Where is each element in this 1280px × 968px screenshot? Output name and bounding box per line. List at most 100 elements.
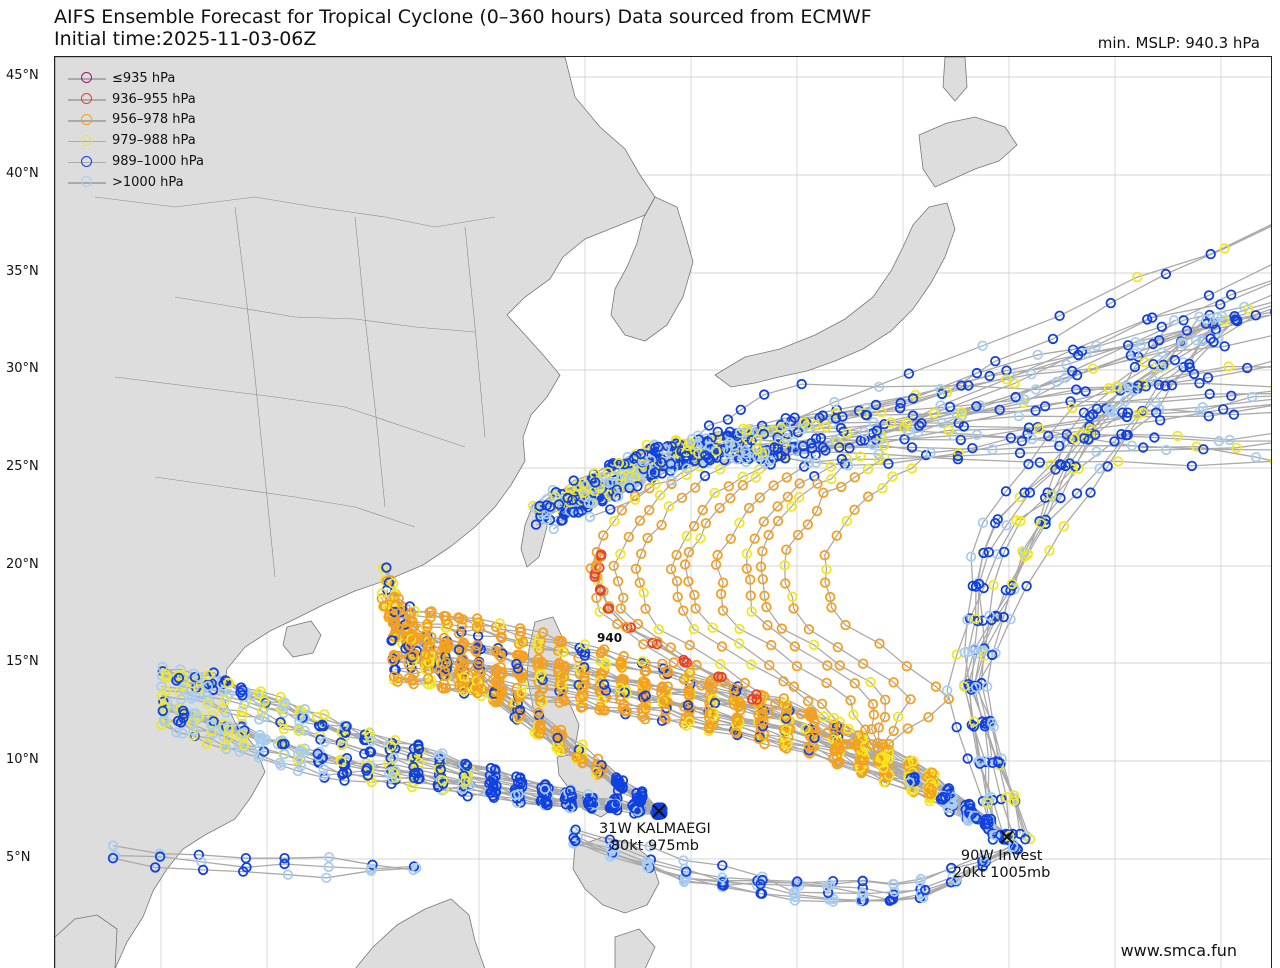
track-point-marker: [411, 862, 422, 874]
track-point-marker: [993, 756, 1004, 768]
track-point-marker: [883, 738, 895, 750]
track-point-marker: [1131, 271, 1143, 283]
track-point-marker: [279, 858, 290, 870]
track-point-marker: [852, 740, 864, 751]
track-point-marker: [925, 447, 936, 459]
track-point-marker: [341, 721, 352, 732]
track-point-marker: [620, 621, 632, 633]
track-point-marker: [1190, 335, 1202, 346]
track-point-marker: [1046, 490, 1057, 501]
track-point-marker: [781, 432, 792, 444]
track-point-marker: [171, 727, 182, 738]
track-point-marker: [753, 733, 764, 745]
track-point-marker: [994, 404, 1005, 416]
track-point-marker: [340, 727, 351, 739]
track-point-marker: [906, 463, 917, 474]
track-point-marker: [825, 591, 836, 603]
track-point-marker: [749, 533, 760, 544]
track-point-marker: [914, 876, 926, 887]
track-point-marker: [987, 444, 998, 455]
track-point-marker: [276, 719, 288, 730]
track-point-marker: [731, 727, 742, 739]
track-point-marker: [735, 404, 747, 416]
track-point-marker: [796, 378, 807, 390]
track-point-marker: [1159, 380, 1171, 392]
track-point-marker: [598, 530, 609, 541]
track-point-marker: [603, 603, 615, 614]
land-hainan: [282, 620, 322, 658]
track-point-marker: [406, 781, 418, 793]
track-point-marker: [1071, 488, 1083, 499]
legend-label: ≤935 hPa: [112, 70, 176, 86]
track-point-marker: [177, 683, 189, 695]
track-point-marker: [441, 643, 453, 654]
track-point-marker: [639, 714, 651, 725]
track-point-marker: [928, 408, 940, 419]
track-point-marker: [788, 681, 800, 692]
track-point-marker: [867, 698, 879, 710]
track-point-marker: [1158, 359, 1169, 371]
map-canvas[interactable]: [55, 57, 1272, 968]
track-point-marker: [935, 383, 946, 395]
track-point-marker: [578, 478, 589, 489]
track-point-marker: [1135, 339, 1147, 351]
track-point-marker: [613, 457, 625, 469]
track-point-marker: [761, 601, 772, 613]
track-point-marker: [1010, 391, 1021, 403]
track-point-marker: [1065, 396, 1076, 407]
track-point-marker: [923, 712, 934, 723]
track-point-marker: [642, 532, 653, 544]
track-point-marker: [387, 617, 399, 629]
track-point-marker: [757, 546, 768, 557]
track-point-marker: [1140, 381, 1152, 392]
track-point-marker: [279, 697, 291, 709]
track-point-marker: [1137, 378, 1149, 390]
track-point-marker: [1149, 432, 1160, 443]
track-point-marker: [741, 433, 752, 444]
track-point-marker: [1129, 348, 1140, 359]
latitude-label: 10°N: [6, 752, 39, 767]
track-point-marker: [577, 682, 588, 693]
track-point-marker: [735, 427, 746, 438]
track-point-marker: [278, 723, 290, 735]
track-point-marker: [1023, 422, 1035, 433]
map-panel[interactable]: 940 31W KALMAEGI 80kt 975mb 90W Invest 2…: [54, 56, 1272, 968]
ensemble-track-line: [114, 854, 415, 870]
track-point-marker: [996, 794, 1007, 805]
land-mindanao: [572, 836, 660, 914]
track-point-marker: [629, 490, 641, 502]
track-point-marker: [596, 695, 607, 706]
track-point-marker: [696, 680, 707, 691]
track-point-marker: [716, 641, 728, 652]
track-point-marker: [868, 417, 879, 428]
track-point-marker: [927, 767, 938, 779]
track-point-marker: [656, 682, 667, 694]
track-point-marker: [803, 457, 815, 469]
track-point-marker: [858, 408, 869, 419]
track-point-marker: [987, 757, 998, 769]
track-point-marker: [584, 511, 596, 523]
track-point-marker: [856, 755, 867, 767]
track-point-marker: [842, 460, 854, 471]
track-point-marker: [612, 576, 624, 587]
track-point-marker: [1146, 312, 1158, 323]
track-point-marker: [697, 504, 708, 516]
track-point-marker: [189, 672, 201, 683]
track-point-marker: [874, 454, 885, 465]
track-point-marker: [1184, 358, 1195, 370]
track-point-marker: [716, 444, 727, 455]
track-point-marker: [260, 734, 271, 745]
track-point-marker: [609, 799, 621, 810]
track-point-marker: [659, 443, 671, 455]
track-point-marker: [376, 588, 388, 599]
track-point-marker: [491, 663, 502, 675]
track-point-marker: [906, 442, 918, 453]
track-point-marker: [613, 491, 624, 502]
track-point-marker: [867, 439, 879, 451]
track-point-marker: [892, 711, 904, 723]
track-point-marker: [318, 770, 330, 781]
track-point-marker: [1250, 310, 1262, 321]
track-point-marker: [955, 434, 967, 446]
track-point-marker: [149, 862, 161, 873]
track-point-marker: [434, 754, 445, 765]
